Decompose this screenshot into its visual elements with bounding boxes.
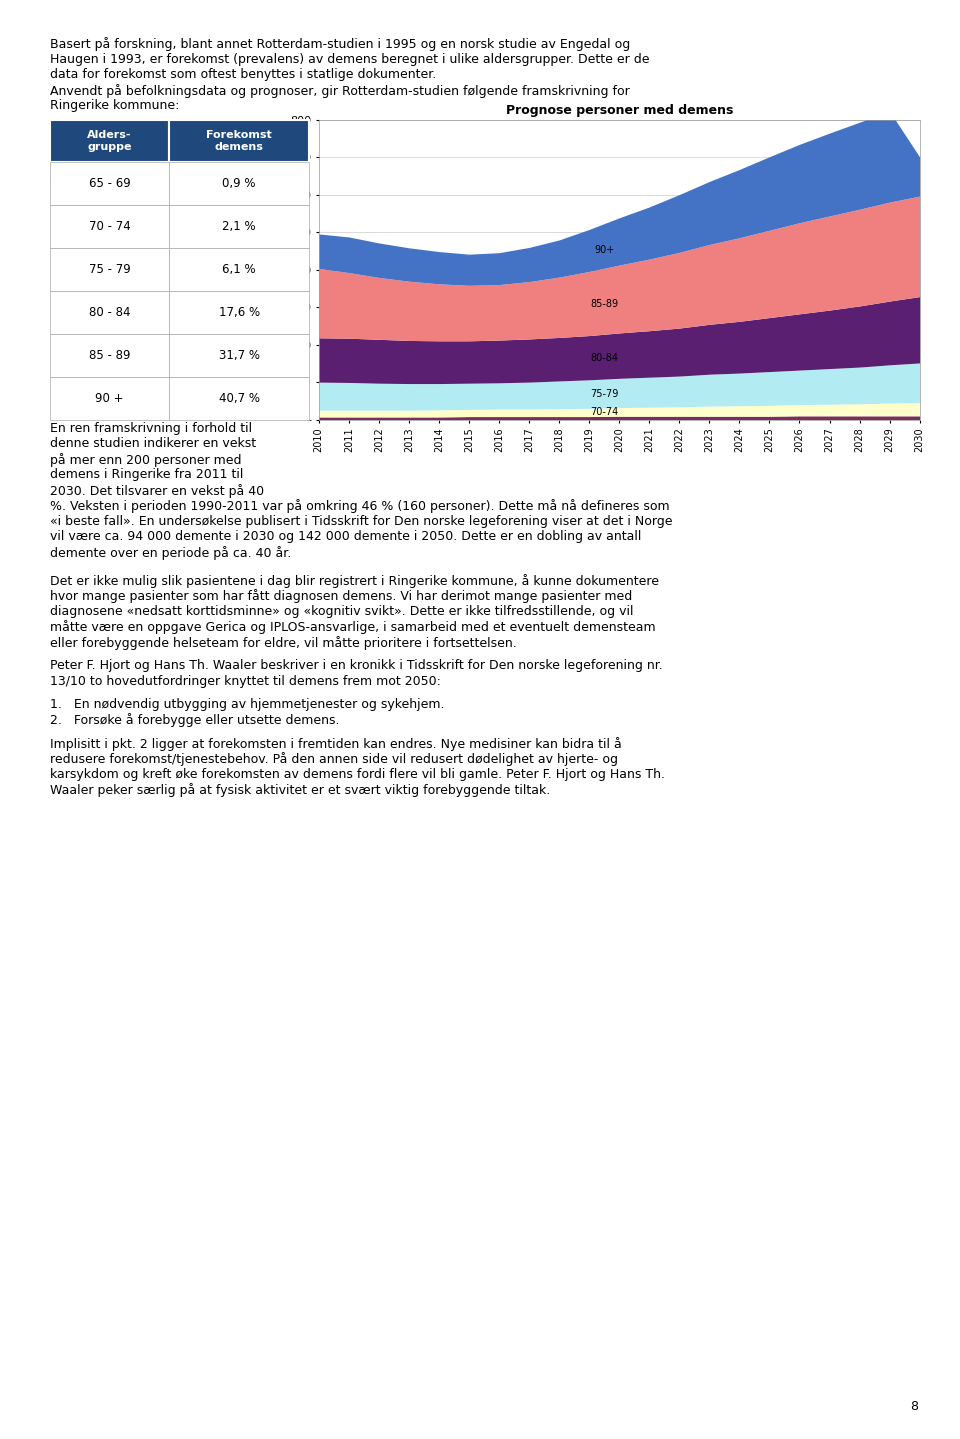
Text: 8: 8	[910, 1400, 918, 1413]
Text: 75 - 79: 75 - 79	[88, 263, 131, 276]
Text: på mer enn 200 personer med: på mer enn 200 personer med	[50, 453, 241, 466]
Text: 2030. Det tilsvarer en vekst på 40: 2030. Det tilsvarer en vekst på 40	[50, 484, 264, 498]
FancyBboxPatch shape	[50, 248, 169, 291]
FancyBboxPatch shape	[50, 334, 169, 377]
Text: 13/10 to hovedutfordringer knyttet til demens frem mot 2050:: 13/10 to hovedutfordringer knyttet til d…	[50, 675, 441, 688]
FancyBboxPatch shape	[169, 291, 309, 334]
Text: karsykdom og kreft øke forekomsten av demens fordi flere vil bli gamle. Peter F.: karsykdom og kreft øke forekomsten av de…	[50, 767, 665, 780]
Text: 85 - 89: 85 - 89	[88, 348, 131, 361]
Text: eller forebyggende helseteam for eldre, vil måtte prioritere i fortsettelsen.: eller forebyggende helseteam for eldre, …	[50, 636, 516, 650]
Text: 6,1 %: 6,1 %	[223, 263, 256, 276]
Text: %. Veksten i perioden 1990-2011 var på omkring 46 % (160 personer). Dette må nå : %. Veksten i perioden 1990-2011 var på o…	[50, 499, 669, 514]
Text: demente over en periode på ca. 40 år.: demente over en periode på ca. 40 år.	[50, 545, 291, 560]
Text: Haugen i 1993, er forekomst (prevalens) av demens beregnet i ulike aldersgrupper: Haugen i 1993, er forekomst (prevalens) …	[50, 53, 649, 66]
Text: En ren framskrivning i forhold til: En ren framskrivning i forhold til	[50, 422, 252, 435]
Text: Waaler peker særlig på at fysisk aktivitet er et svært viktig forebyggende tilta: Waaler peker særlig på at fysisk aktivit…	[50, 783, 550, 797]
Text: Det er ikke mulig slik pasientene i dag blir registrert i Ringerike kommune, å k: Det er ikke mulig slik pasientene i dag …	[50, 574, 659, 587]
FancyBboxPatch shape	[50, 163, 169, 206]
FancyBboxPatch shape	[169, 206, 309, 248]
FancyBboxPatch shape	[169, 119, 309, 163]
Text: måtte være en oppgave Gerica og IPLOS-ansvarlige, i samarbeid med et eventuelt d: måtte være en oppgave Gerica og IPLOS-an…	[50, 620, 656, 635]
FancyBboxPatch shape	[50, 291, 169, 334]
Text: 70 - 74: 70 - 74	[88, 220, 131, 233]
Text: Basert på forskning, blant annet Rotterdam-studien i 1995 og en norsk studie av : Basert på forskning, blant annet Rotterd…	[50, 37, 630, 52]
Text: 17,6 %: 17,6 %	[219, 307, 260, 319]
Text: diagnosene «nedsatt korttidsminne» og «kognitiv svikt». Dette er ikke tilfredsst: diagnosene «nedsatt korttidsminne» og «k…	[50, 604, 634, 617]
Text: 70-74: 70-74	[590, 407, 618, 417]
Text: «i beste fall». En undersøkelse publisert i Tidsskrift for Den norske legeforeni: «i beste fall». En undersøkelse publiser…	[50, 515, 672, 528]
Text: Alders-
gruppe: Alders- gruppe	[87, 130, 132, 151]
Text: 85-89: 85-89	[590, 298, 618, 308]
Text: Forekomst
demens: Forekomst demens	[206, 130, 272, 151]
Text: 2,1 %: 2,1 %	[223, 220, 256, 233]
Text: denne studien indikerer en vekst: denne studien indikerer en vekst	[50, 437, 256, 450]
Text: 1.   En nødvendig utbygging av hjemmetjenester og sykehjem.: 1. En nødvendig utbygging av hjemmetjene…	[50, 698, 444, 711]
Text: data for forekomst som oftest benyttes i statlige dokumenter.: data for forekomst som oftest benyttes i…	[50, 69, 436, 82]
FancyBboxPatch shape	[50, 206, 169, 248]
Y-axis label: Antall: Antall	[276, 253, 286, 286]
Text: Anvendt på befolkningsdata og prognoser, gir Rotterdam-studien følgende framskri: Anvendt på befolkningsdata og prognoser,…	[50, 83, 630, 98]
Text: 75-79: 75-79	[590, 389, 618, 399]
Text: 40,7 %: 40,7 %	[219, 391, 259, 404]
Text: 80-84: 80-84	[590, 353, 618, 363]
Text: 90+: 90+	[594, 246, 614, 256]
Text: 0,9 %: 0,9 %	[223, 177, 256, 190]
Text: 80 - 84: 80 - 84	[88, 307, 131, 319]
FancyBboxPatch shape	[169, 163, 309, 206]
FancyBboxPatch shape	[169, 248, 309, 291]
Text: 31,7 %: 31,7 %	[219, 348, 259, 361]
Text: redusere forekomst/tjenestebehov. På den annen side vil redusert dødelighet av h: redusere forekomst/tjenestebehov. På den…	[50, 753, 618, 766]
FancyBboxPatch shape	[169, 377, 309, 420]
FancyBboxPatch shape	[169, 334, 309, 377]
Text: Implisitt i pkt. 2 ligger at forekomsten i fremtiden kan endres. Nye medisiner k: Implisitt i pkt. 2 ligger at forekomsten…	[50, 737, 622, 751]
Text: Peter F. Hjort og Hans Th. Waaler beskriver i en kronikk i Tidsskrift for Den no: Peter F. Hjort og Hans Th. Waaler beskri…	[50, 659, 662, 672]
Text: vil være ca. 94 000 demente i 2030 og 142 000 demente i 2050. Dette er en doblin: vil være ca. 94 000 demente i 2030 og 14…	[50, 531, 641, 544]
Text: demens i Ringerike fra 2011 til: demens i Ringerike fra 2011 til	[50, 468, 243, 482]
Text: 2.   Forsøke å forebygge eller utsette demens.: 2. Forsøke å forebygge eller utsette dem…	[50, 714, 340, 727]
Title: Prognose personer med demens: Prognose personer med demens	[506, 104, 732, 117]
Text: Ringerike kommune:: Ringerike kommune:	[50, 99, 180, 112]
FancyBboxPatch shape	[50, 119, 169, 163]
FancyBboxPatch shape	[50, 377, 169, 420]
Text: hvor mange pasienter som har fått diagnosen demens. Vi har derimot mange pasient: hvor mange pasienter som har fått diagno…	[50, 590, 633, 603]
Text: 90 +: 90 +	[95, 391, 124, 404]
Text: 65 - 69: 65 - 69	[88, 177, 131, 190]
